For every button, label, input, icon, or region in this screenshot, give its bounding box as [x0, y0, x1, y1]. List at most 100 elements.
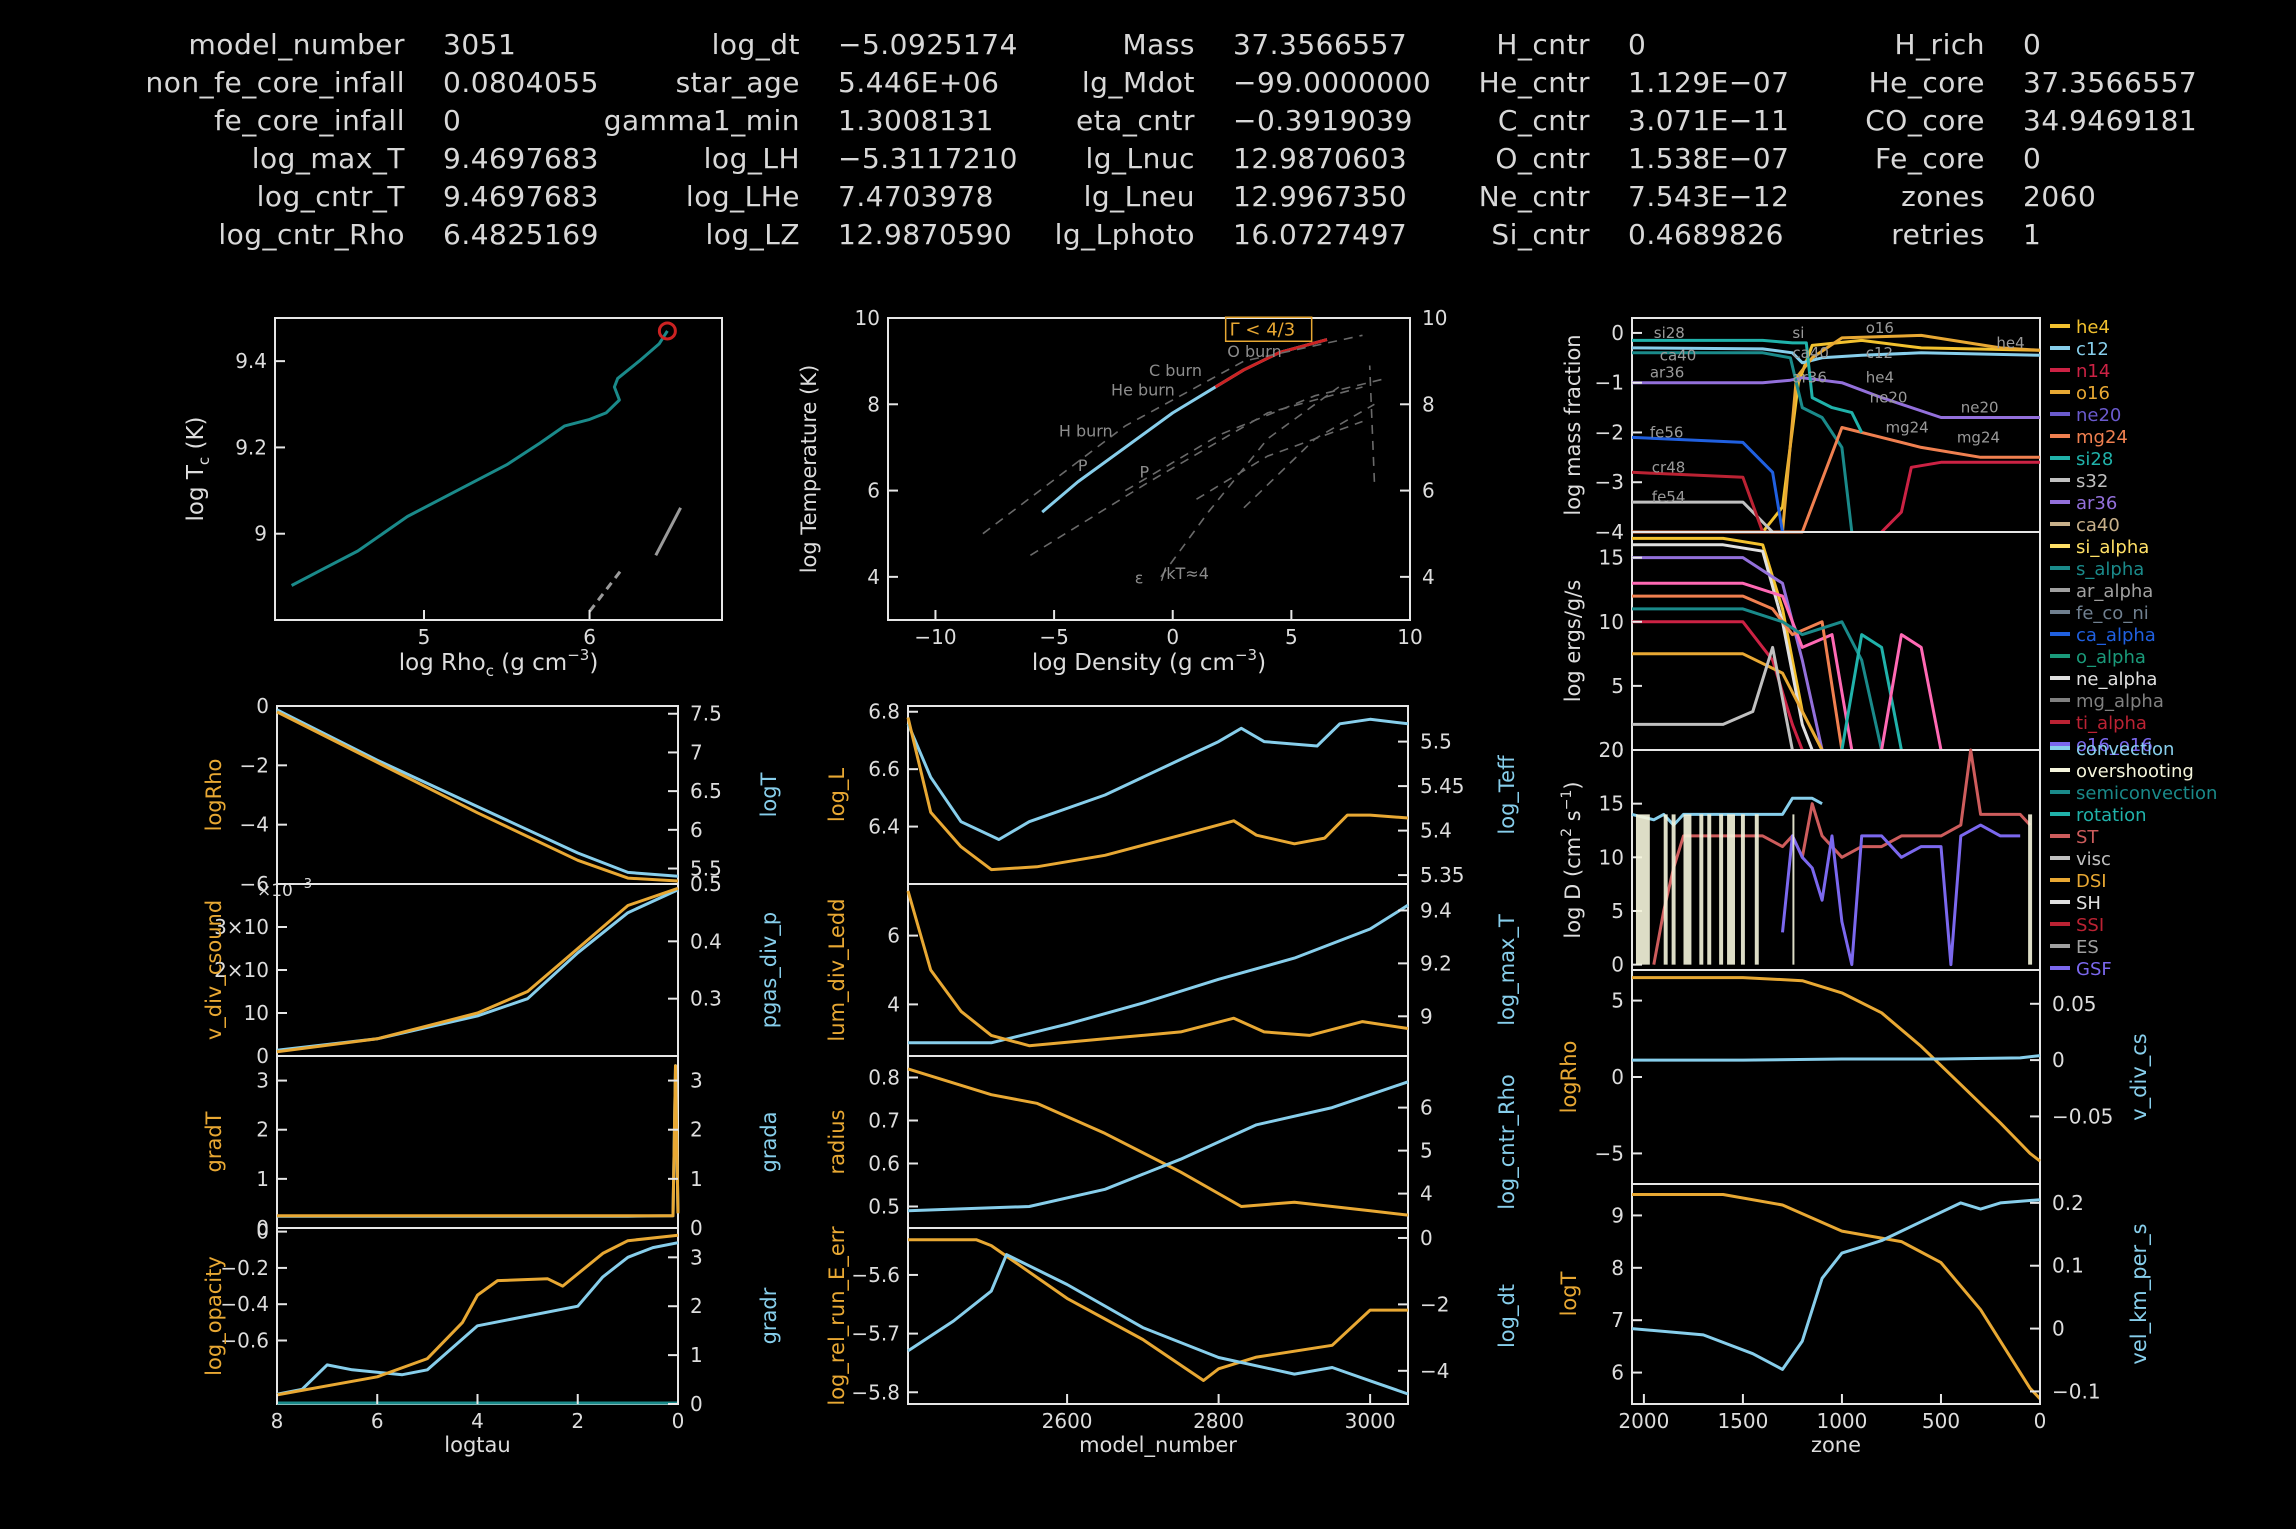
y-axis-label: radius: [825, 1110, 849, 1175]
plot-frame: [274, 317, 723, 621]
series-line: [906, 717, 1409, 841]
y-tick-label: 5: [1611, 899, 1624, 923]
series-line: [276, 710, 679, 883]
panel-vdiv: 0 10 2×10 3×10 0.5 0.4 0.3 v_div_csound pgas_div…: [202, 872, 782, 1068]
y-axis-label-sub: c: [195, 457, 213, 465]
y-tick-label: 8: [1611, 1256, 1624, 1280]
y-tick-label: 6: [1611, 1361, 1624, 1385]
y-tick-label: 0: [1611, 321, 1624, 345]
y2-tick-label: 6: [1420, 1096, 1433, 1120]
legend-label: mg24: [2076, 427, 2128, 448]
y-axis-label-part: s: [1561, 810, 1585, 828]
x-axis-label: log Density (g cm−3): [1032, 646, 1266, 676]
header-value: 1: [2023, 218, 2042, 251]
y2-tick-label: 2: [690, 1118, 703, 1142]
mixing-region: [1699, 814, 1704, 965]
header-label: log_cntr_T: [256, 180, 405, 213]
panel-eps: 0 5 10 15 log ergs/g/s: [1561, 531, 2041, 762]
x-tick-label: −5: [1039, 625, 1068, 649]
region-label: ε: [1135, 568, 1144, 587]
gamma-label: Γ < 4/3: [1230, 319, 1296, 340]
legend-label: ES: [2076, 937, 2099, 958]
y-tick-label: 0: [256, 1044, 269, 1068]
current-point-marker: [657, 321, 677, 341]
y-tick-label: 0: [1611, 738, 1624, 762]
y-axis-label-sup: −1: [1559, 790, 1575, 811]
y2-axis-label: log_cntr_Rho: [1495, 1074, 1520, 1210]
series-line: [276, 1241, 679, 1396]
series-line: [1632, 645, 1794, 751]
series-line: [1880, 633, 1943, 751]
y-tick-label: −3: [1595, 470, 1624, 494]
x-tick-label: 6: [583, 625, 596, 649]
legend-label: fe_co_ni: [2076, 603, 2149, 624]
header-label: H_rich: [1894, 28, 1985, 61]
y2-tick-label: 6: [1422, 479, 1435, 503]
panel-logl: 6.8 6.6 6.4 5.5 5.45 5.4 5.35 log_L log_Teff: [825, 700, 1520, 887]
region-label: P: [1078, 456, 1088, 475]
header-value: 9.4697683: [443, 142, 599, 175]
isotope-label: mg24: [1886, 418, 1929, 436]
y2-axis-label: log_dt: [1495, 1284, 1520, 1348]
isotope-label: he4: [1996, 334, 2024, 352]
legend-label: c12: [2076, 339, 2109, 360]
series-line: [907, 1067, 1409, 1217]
isotope-label: ca40: [1660, 346, 1697, 364]
x-axis-label-sub: c: [486, 662, 494, 680]
y2-tick-label: 5.45: [1420, 774, 1465, 798]
y2-tick-label: 5.5: [1420, 730, 1452, 754]
mixing-region: [1683, 814, 1692, 965]
y2-tick-label: 5: [1420, 1139, 1433, 1163]
series-line: [1632, 536, 1824, 751]
legend-label: GSF: [2076, 959, 2112, 980]
x-tick-label: 2600: [1042, 1409, 1093, 1433]
y-tick-label: 9.4: [235, 349, 267, 373]
y2-tick-label: 1: [690, 1167, 703, 1191]
y-axis-exponent-sup: −3: [293, 877, 312, 892]
header-label: lg_Lphoto: [1054, 218, 1195, 251]
plot-frame: [907, 705, 1409, 885]
mixing-region: [1663, 814, 1668, 965]
panel-err: −5.6 −5.7 −5.8 0 −2 −4 2600 2800 3000 log_rel_run…: [825, 1226, 1520, 1458]
y2-axis-label: grada: [757, 1111, 781, 1172]
isotope-label: ar36: [1650, 364, 1684, 382]
y-axis-label: log_opacity: [202, 1256, 227, 1376]
y-tick-label: 4: [887, 992, 900, 1016]
header-value: 0: [443, 104, 462, 137]
y2-tick-label: 0.1: [2052, 1254, 2084, 1278]
header-value: 37.3566557: [1233, 28, 1408, 61]
y-axis-label: logT: [1557, 1271, 1581, 1316]
header-value: 3051: [443, 28, 517, 61]
legend-label: overshooting: [2076, 761, 2194, 782]
y-axis-label: gradT: [202, 1111, 226, 1172]
x-axis-label-part: (g cm: [494, 650, 567, 676]
y-tick-label: 3: [256, 1069, 269, 1093]
y-tick-label: −5.7: [851, 1322, 900, 1346]
region-boundary: [1243, 403, 1375, 509]
plot-frame: [907, 1227, 1409, 1405]
y2-tick-label: 3: [690, 1245, 703, 1269]
mixing-region: [1635, 814, 1650, 965]
x-tick-label: 2000: [1618, 1409, 1669, 1433]
legend-label: DSI: [2076, 871, 2107, 892]
header-label: log_max_T: [251, 142, 405, 175]
header-value: 5.446E+06: [838, 66, 1000, 99]
y2-tick-label: 10: [1422, 306, 1447, 330]
header-label: Ne_cntr: [1478, 180, 1590, 213]
y-tick-label: 6: [887, 924, 900, 948]
header-label: lg_Lnuc: [1085, 142, 1195, 175]
series-line: [1880, 460, 2040, 534]
y-axis-label: lum_div_Ledd: [825, 898, 850, 1041]
region-label: /kT≈4: [1161, 564, 1209, 583]
y2-tick-label: 6.5: [690, 779, 722, 803]
y-axis-label: log Temperature (K): [797, 365, 821, 574]
header-label: star_age: [675, 66, 800, 99]
y-axis-exponent: ×10−3: [257, 877, 312, 901]
header-value: 0: [1628, 28, 1647, 61]
series-line: [906, 890, 1409, 1048]
header-label: Mass: [1122, 28, 1195, 61]
